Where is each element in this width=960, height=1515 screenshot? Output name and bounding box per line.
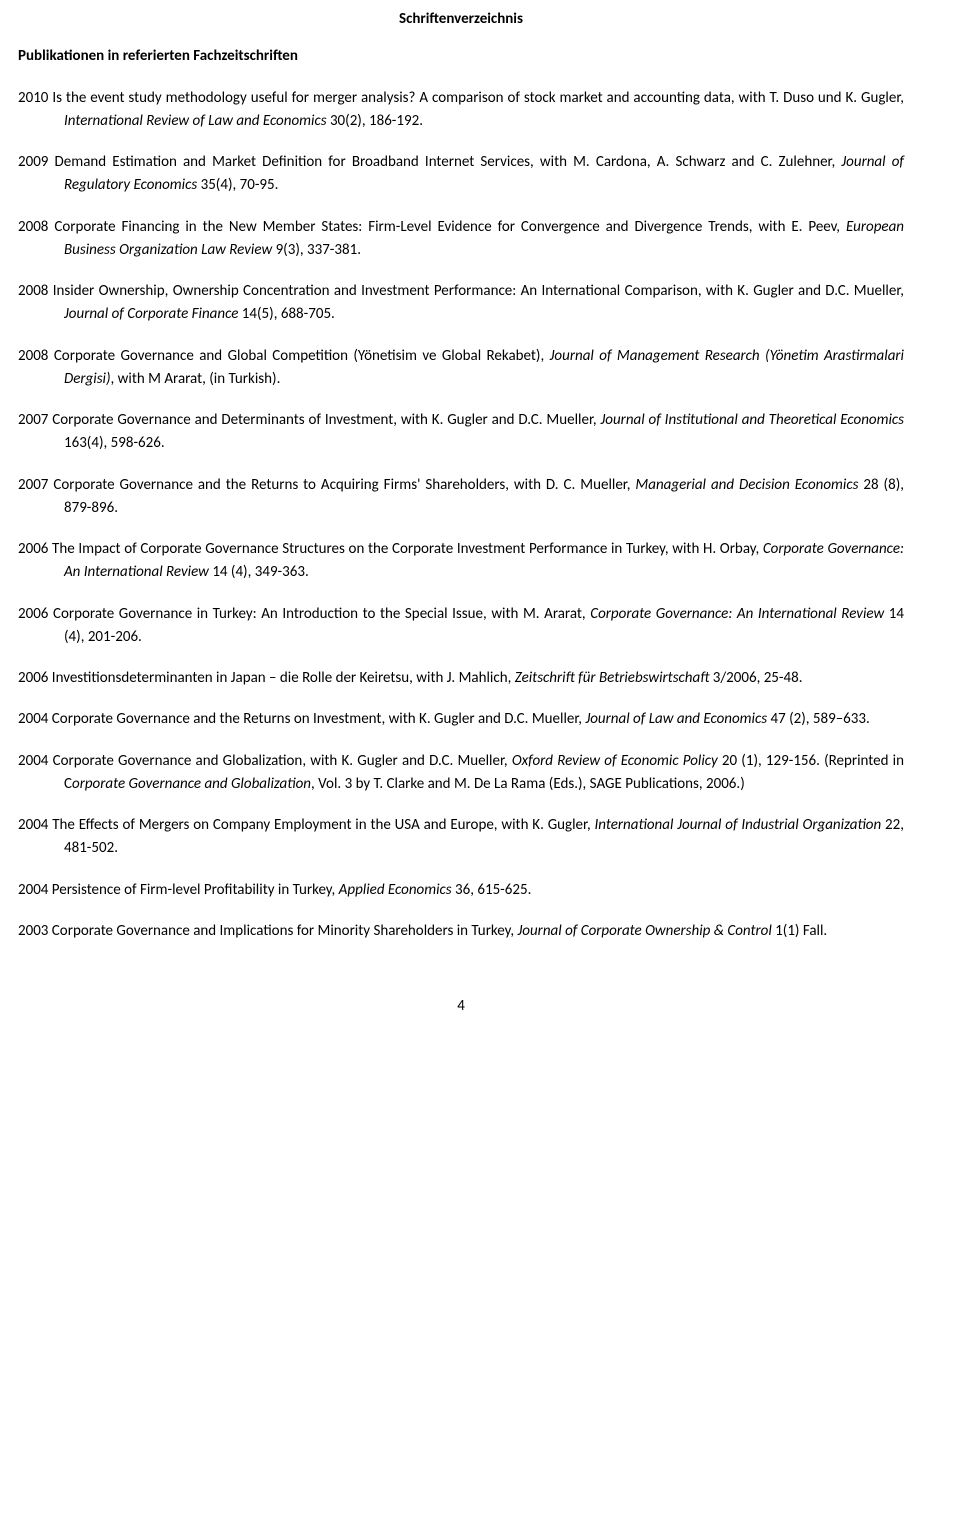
publication-entry: 2007 Corporate Governance and the Return… — [18, 474, 904, 521]
entry-text: 2008 Corporate Financing in the New Memb… — [18, 218, 846, 236]
entry-text: 2006 Investitionsdeterminanten in Japan … — [18, 669, 515, 687]
publication-entry: 2004 Corporate Governance and the Return… — [18, 708, 904, 731]
journal-name: Applied Economics — [339, 881, 452, 899]
entry-citation: 9(3), 337-381. — [272, 241, 361, 259]
journal-name: Journal of Institutional and Theoretical… — [600, 411, 904, 429]
entry-citation: 3/2006, 25-48. — [709, 669, 802, 687]
entry-text: 2010 Is the event study methodology usef… — [18, 89, 904, 107]
publication-entry: 2004 Corporate Governance and Globalizat… — [18, 750, 904, 797]
entry-citation: 1(1) Fall. — [772, 922, 827, 940]
publication-entry: 2008 Insider Ownership, Ownership Concen… — [18, 280, 904, 327]
page-container: Schriftenverzeichnis Publikationen in re… — [0, 0, 960, 1042]
publication-entry: 2010 Is the event study methodology usef… — [18, 87, 904, 134]
entry-text: 2009 Demand Estimation and Market Defini… — [18, 153, 841, 171]
publication-list: 2010 Is the event study methodology usef… — [18, 87, 904, 944]
journal-name: Oxford Review of Economic Policy — [512, 752, 718, 770]
entry-text: 2006 The Impact of Corporate Governance … — [18, 540, 763, 558]
entry-citation: 47 (2), 589–633. — [767, 710, 870, 728]
entry-citation: 36, 615-625. — [452, 881, 532, 899]
publication-entry: 2007 Corporate Governance and Determinan… — [18, 409, 904, 456]
entry-citation: , Vol. 3 by T. Clarke and M. De La Rama … — [311, 775, 745, 793]
publication-entry: 2006 Corporate Governance in Turkey: An … — [18, 603, 904, 650]
entry-citation: 30(2), 186-192. — [327, 112, 423, 130]
section-heading: Publikationen in referierten Fachzeitsch… — [18, 45, 904, 68]
publication-entry: 2004 Persistence of Firm-level Profitabi… — [18, 879, 904, 902]
publication-entry: 2004 The Effects of Mergers on Company E… — [18, 814, 904, 861]
entry-text: 2004 Corporate Governance and the Return… — [18, 710, 585, 728]
journal-name: International Review of Law and Economic… — [64, 112, 327, 130]
entry-text: 2008 Insider Ownership, Ownership Concen… — [18, 282, 904, 300]
entry-citation: 14(5), 688-705. — [238, 305, 334, 323]
publication-entry: 2003 Corporate Governance and Implicatio… — [18, 920, 904, 943]
document-title: Schriftenverzeichnis — [18, 8, 904, 31]
entry-text: 2008 Corporate Governance and Global Com… — [18, 347, 550, 365]
entry-text: 2003 Corporate Governance and Implicatio… — [18, 922, 517, 940]
entry-text: 2007 Corporate Governance and Determinan… — [18, 411, 600, 429]
entry-citation: 14 (4), 349-363. — [209, 563, 309, 581]
entry-citation: 35(4), 70-95. — [197, 176, 278, 194]
journal-name: orporate Governance and Globalization — [72, 775, 311, 793]
page-number: 4 — [18, 995, 904, 1018]
publication-entry: 2006 Investitionsdeterminanten in Japan … — [18, 667, 904, 690]
publication-entry: 2009 Demand Estimation and Market Defini… — [18, 151, 904, 198]
entry-citation: , with M Ararat, (in Turkish). — [111, 370, 281, 388]
journal-name: Managerial and Decision Economics — [635, 476, 858, 494]
journal-name: Corporate Governance: An International R… — [590, 605, 884, 623]
entry-text: 2004 Corporate Governance and Globalizat… — [18, 752, 512, 770]
publication-entry: 2008 Corporate Governance and Global Com… — [18, 345, 904, 392]
journal-name: International Journal of Industrial Orga… — [595, 816, 882, 834]
entry-text: 2004 Persistence of Firm-level Profitabi… — [18, 881, 339, 899]
journal-name: Journal of Corporate Ownership & Control — [517, 922, 771, 940]
entry-text: 2004 The Effects of Mergers on Company E… — [18, 816, 595, 834]
journal-name: Zeitschrift für Betriebswirtschaft — [515, 669, 710, 687]
publication-entry: 2006 The Impact of Corporate Governance … — [18, 538, 904, 585]
journal-name: Journal of Law and Economics — [585, 710, 767, 728]
entry-text: 2007 Corporate Governance and the Return… — [18, 476, 635, 494]
journal-name: Journal of Corporate Finance — [64, 305, 238, 323]
entry-citation: 163(4), 598-626. — [64, 434, 165, 452]
publication-entry: 2008 Corporate Financing in the New Memb… — [18, 216, 904, 263]
entry-text: 2006 Corporate Governance in Turkey: An … — [18, 605, 590, 623]
